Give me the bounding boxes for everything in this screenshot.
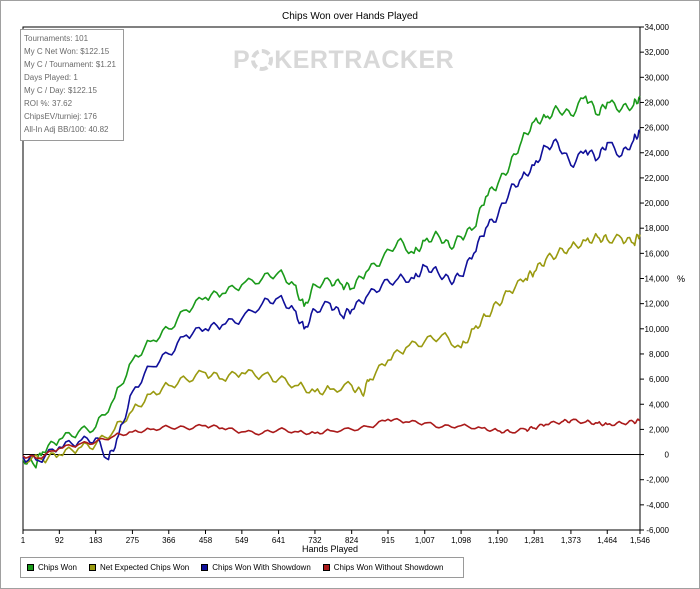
legend-label: Net Expected Chips Won — [99, 563, 190, 572]
stat-roi: ROI %: 37.62 — [24, 99, 73, 108]
y-tick-label: 14,000 — [645, 275, 670, 284]
series-line — [22, 95, 641, 469]
x-tick-label: 824 — [345, 536, 359, 545]
x-tick-label: 1 — [21, 536, 26, 545]
series-line — [22, 232, 641, 464]
stat-net-won: My C Net Won: $122.15 — [24, 47, 110, 56]
x-tick-label: 641 — [272, 536, 286, 545]
legend-swatch — [201, 564, 209, 571]
y-tick-label: 26,000 — [645, 124, 670, 133]
y-axis: -6,000 -4,000 -2,000 0 2,000 4,000 6,000 8,000 1… — [640, 23, 670, 535]
y-tick-label: 6,000 — [649, 375, 670, 384]
y-tick-label: 16,000 — [645, 249, 670, 258]
legend-swatch — [322, 564, 330, 571]
x-tick-label: 732 — [308, 536, 322, 545]
y-tick-label: 12,000 — [645, 300, 670, 309]
y-tick-label: 24,000 — [645, 149, 670, 158]
y-tick-label: 30,000 — [645, 73, 670, 82]
x-tick-label: 1,464 — [597, 536, 618, 545]
stat-chipsev: ChipsEV/turniej: 176 — [24, 112, 97, 121]
x-tick-label: 1,007 — [415, 536, 436, 545]
x-tick-label: 549 — [235, 536, 249, 545]
x-tick-label: 183 — [89, 536, 103, 545]
y-tick-label: 8,000 — [649, 350, 670, 359]
y-tick-label: -6,000 — [646, 526, 669, 535]
y-tick-label: 20,000 — [645, 199, 670, 208]
x-tick-label: 1,098 — [451, 536, 472, 545]
y-tick-label: -4,000 — [646, 501, 669, 510]
legend-label: Chips Won With Showdown — [212, 563, 311, 572]
y-tick-label: 18,000 — [645, 224, 670, 233]
x-tick-label: 1,281 — [524, 536, 545, 545]
watermark-brand-tracker: TRACKER — [328, 46, 455, 74]
watermark-brand-left: P — [233, 46, 251, 74]
legend-label: Chips Won — [38, 563, 77, 572]
stat-per-day: My C / Day: $122.15 — [24, 86, 97, 95]
legend-swatch — [27, 564, 34, 571]
stat-days-played: Days Played: 1 — [24, 73, 78, 82]
x-tick-label: 458 — [199, 536, 213, 545]
legend-item-net-expected[interactable]: Net Expected Chips Won — [88, 563, 190, 572]
y-axis-label: % — [677, 274, 685, 284]
series-line — [22, 417, 641, 460]
y-tick-label: 32,000 — [645, 48, 670, 57]
y-tick-label: -2,000 — [646, 476, 669, 485]
x-axis-label: Hands Played — [302, 544, 358, 554]
stats-panel: Tournaments: 101 My C Net Won: $122.15 M… — [20, 29, 124, 141]
x-tick-label: 1,190 — [488, 536, 509, 545]
y-tick-label: 0 — [665, 451, 670, 460]
y-tick-label: 10,000 — [645, 325, 670, 334]
y-tick-label: 28,000 — [645, 98, 670, 107]
poker-chip-icon — [251, 49, 274, 71]
pokertracker-watermark: P KERTRACKER — [233, 46, 454, 75]
stat-per-tournament: My C / Tournament: $1.21 — [24, 60, 116, 69]
x-tick-label: 1,373 — [561, 536, 582, 545]
y-tick-label: 22,000 — [645, 174, 670, 183]
x-tick-label: 915 — [381, 536, 395, 545]
stat-allin-adj: All-In Adj BB/100: 40.82 — [24, 125, 109, 134]
legend-item-chips-won[interactable]: Chips Won — [27, 563, 77, 572]
chart-legend: Chips Won Net Expected Chips Won Chips W… — [20, 557, 464, 578]
x-tick-label: 275 — [126, 536, 140, 545]
x-tick-label: 366 — [162, 536, 176, 545]
watermark-brand-right: KER — [274, 46, 329, 74]
series-line — [22, 129, 641, 464]
legend-item-with-showdown[interactable]: Chips Won With Showdown — [201, 563, 311, 572]
y-tick-label: 4,000 — [649, 400, 670, 409]
stat-tournaments: Tournaments: 101 — [24, 34, 89, 43]
legend-item-without-showdown[interactable]: Chips Won Without Showdown — [322, 563, 444, 572]
y-tick-label: 2,000 — [649, 425, 670, 434]
legend-label: Chips Won Without Showdown — [333, 563, 444, 572]
x-axis: 1 92 183 275 366 458 549 641 732 824 915 1,007 1,098… — [21, 530, 651, 545]
legend-swatch — [88, 564, 96, 571]
plot-frame — [22, 26, 641, 531]
y-tick-label: 34,000 — [645, 23, 670, 32]
plot-area — [22, 26, 641, 531]
x-tick-label: 1,546 — [630, 536, 651, 545]
x-tick-label: 92 — [55, 536, 64, 545]
chart-title: Chips Won over Hands Played — [282, 11, 418, 22]
